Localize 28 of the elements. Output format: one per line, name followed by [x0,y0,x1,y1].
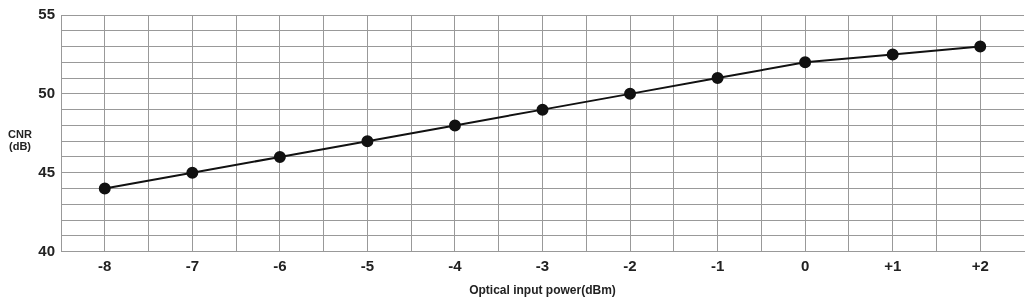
point [448,119,461,132]
point [536,103,549,116]
x-tick-label: +2 [971,256,989,274]
x-tick-label: -2 [623,256,637,274]
x-tick-label: -3 [535,256,550,274]
x-tick-label: -1 [710,256,725,274]
x-tick-label: -8 [98,256,112,274]
point [974,40,987,53]
y-tick-label: 50 [38,84,55,102]
y-tick-label: 45 [38,162,55,180]
x-tick-label: -6 [273,256,287,274]
point [361,135,374,148]
point [273,150,286,163]
point [711,72,724,85]
x-tick-label: 0 [800,256,810,274]
y-axis-title: CNR (dB) [7,128,33,152]
y-tick-label: 40 [38,241,55,259]
point [799,56,812,69]
y-tick-label: 55 [38,5,55,23]
x-tick-label: -7 [185,256,199,274]
point [624,87,637,100]
point [886,48,899,61]
point [186,166,199,179]
x-tick-label: +1 [884,256,902,274]
x-tick-label: -4 [448,256,463,274]
x-axis-title: Optical input power(dBm) [469,283,616,298]
point [98,182,111,195]
x-tick-label: -5 [360,256,375,274]
